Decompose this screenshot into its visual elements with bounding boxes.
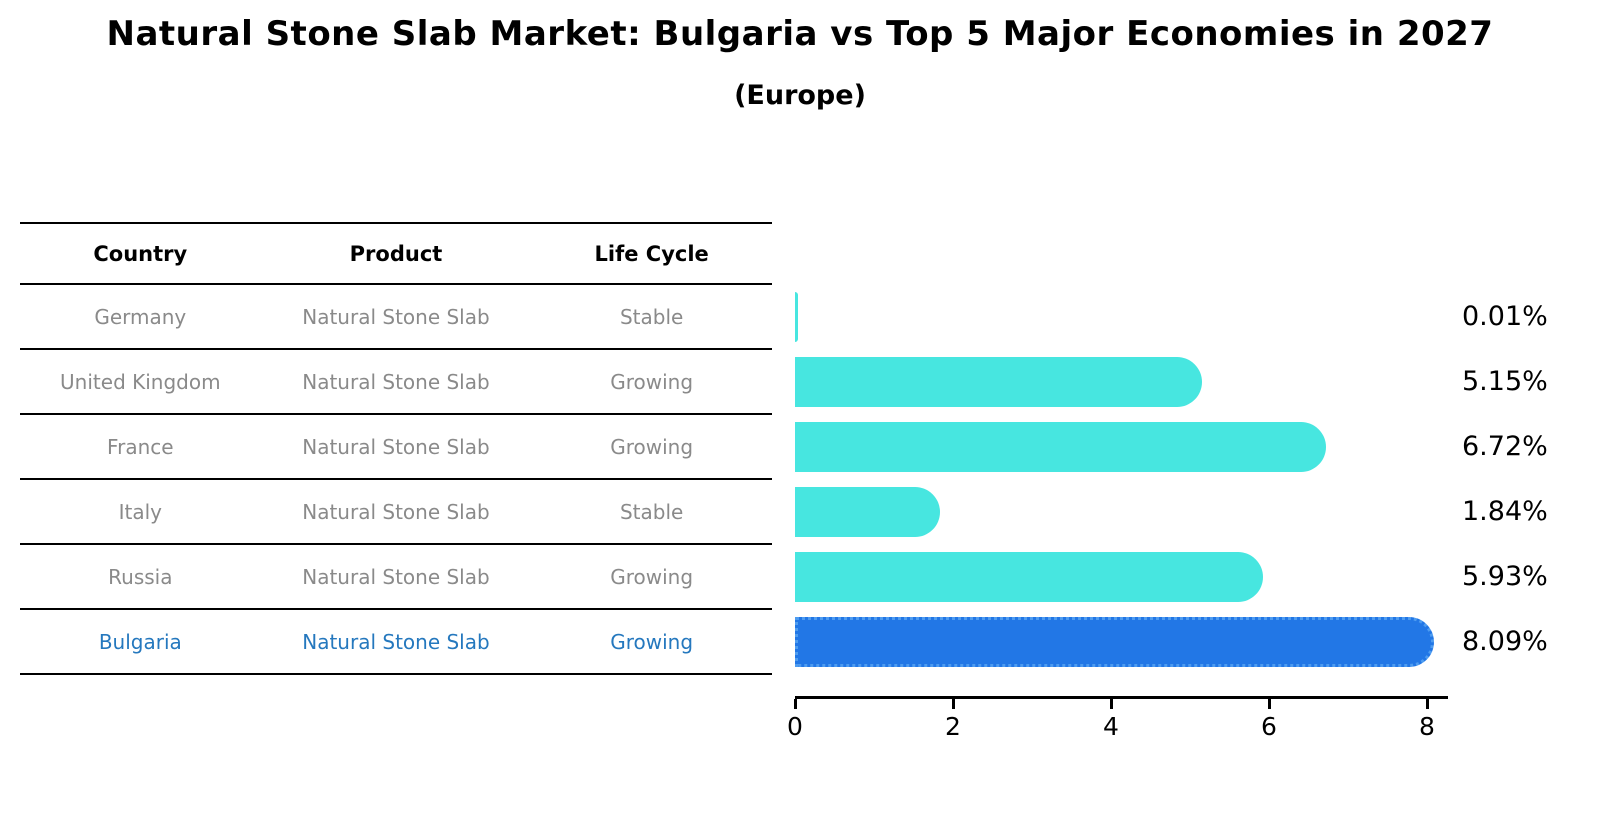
value-label-russia: 5.93% xyxy=(1462,560,1548,592)
x-axis-line xyxy=(795,696,1448,699)
value-label-bulgaria: 8.09% xyxy=(1462,625,1548,657)
cell-country: Italy xyxy=(118,499,162,524)
cell-country: United Kingdom xyxy=(60,369,221,394)
x-tick-mark-4 xyxy=(1110,699,1113,709)
cell-life-cycle: Stable xyxy=(619,499,684,524)
bar-bulgaria xyxy=(795,616,1435,667)
table-row-united-kingdom: United Kingdom Natural Stone Slab Growing xyxy=(20,350,772,415)
cell-country: Germany xyxy=(94,304,187,329)
bar-france xyxy=(795,421,1326,472)
table-row-france: France Natural Stone Slab Growing xyxy=(20,415,772,480)
table-header-row: Country Product Life Cycle xyxy=(20,224,772,285)
table-header-life-cycle: Life Cycle xyxy=(594,241,709,266)
x-tick-label-2: 2 xyxy=(945,712,961,741)
x-tick-mark-0 xyxy=(794,699,797,709)
table-row-russia: Russia Natural Stone Slab Growing xyxy=(20,545,772,610)
cell-life-cycle: Growing xyxy=(610,369,694,394)
cell-country: Russia xyxy=(108,564,173,589)
country-table: Country Product Life Cycle Germany Natura… xyxy=(20,222,772,675)
x-tick-label-8: 8 xyxy=(1419,712,1435,741)
cell-product: Natural Stone Slab xyxy=(302,369,490,394)
x-tick-label-6: 6 xyxy=(1261,712,1277,741)
cell-life-cycle: Growing xyxy=(610,564,694,589)
value-label-italy: 1.84% xyxy=(1462,495,1548,527)
chart-subtitle: (Europe) xyxy=(734,80,866,111)
table-row-germany: Germany Natural Stone Slab Stable xyxy=(20,285,772,350)
cell-life-cycle: Stable xyxy=(619,304,684,329)
cell-product: Natural Stone Slab xyxy=(302,564,490,589)
cell-product: Natural Stone Slab xyxy=(302,304,490,329)
bar-united-kingdom xyxy=(795,356,1202,407)
chart-title: Natural Stone Slab Market: Bulgaria vs T… xyxy=(106,14,1494,54)
x-tick-mark-2 xyxy=(952,699,955,709)
table-header-product: Product xyxy=(349,241,443,266)
cell-country: Bulgaria xyxy=(98,629,182,654)
table-body: Germany Natural Stone Slab Stable United Ki… xyxy=(20,285,772,675)
bar-italy xyxy=(795,486,941,537)
cell-product: Natural Stone Slab xyxy=(302,434,490,459)
x-tick-label-4: 4 xyxy=(1103,712,1119,741)
cell-product: Natural Stone Slab xyxy=(302,499,490,524)
x-tick-mark-8 xyxy=(1426,699,1429,709)
table-header-country: Country xyxy=(93,241,188,266)
cell-life-cycle: Growing xyxy=(610,434,694,459)
cell-product: Natural Stone Slab xyxy=(302,629,490,654)
value-label-germany: 0.01% xyxy=(1462,300,1548,332)
table-row-italy: Italy Natural Stone Slab Stable xyxy=(20,480,772,545)
x-tick-mark-6 xyxy=(1268,699,1271,709)
value-label-france: 6.72% xyxy=(1462,430,1548,462)
cell-life-cycle: Growing xyxy=(610,629,694,654)
x-tick-label-0: 0 xyxy=(787,712,803,741)
bar-germany xyxy=(795,291,798,342)
value-label-united-kingdom: 5.15% xyxy=(1462,365,1548,397)
table-row-bulgaria: Bulgaria Natural Stone Slab Growing xyxy=(20,610,772,675)
cell-country: France xyxy=(107,434,174,459)
bar-russia xyxy=(795,551,1264,602)
